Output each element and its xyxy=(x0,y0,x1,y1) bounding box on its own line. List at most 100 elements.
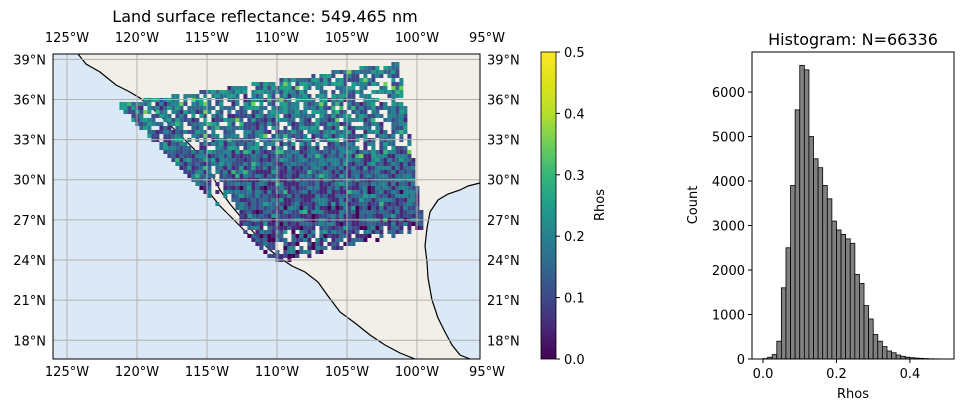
swath-cell xyxy=(263,98,268,102)
swath-cell xyxy=(383,182,388,186)
swath-cell xyxy=(287,110,292,114)
swath-cell xyxy=(251,82,256,86)
swath-cell xyxy=(243,122,248,126)
swath-cell xyxy=(287,250,292,254)
swath-cell xyxy=(183,118,188,122)
swath-cell xyxy=(287,182,292,186)
swath-cell xyxy=(227,142,232,146)
swath-cell xyxy=(287,142,292,146)
swath-cell xyxy=(235,158,240,162)
map-ytick-right: 39°N xyxy=(487,53,520,68)
swath-cell xyxy=(191,98,196,102)
swath-cell xyxy=(307,150,312,154)
swath-cell xyxy=(203,130,208,134)
swath-cell xyxy=(311,130,316,134)
swath-cell xyxy=(291,190,296,194)
swath-cell xyxy=(271,202,276,206)
histogram-ytick-label: 5000 xyxy=(712,131,745,146)
swath-cell xyxy=(387,134,392,138)
swath-cell xyxy=(371,110,376,114)
histogram-bar xyxy=(895,354,902,360)
swath-cell xyxy=(223,174,228,178)
swath-cell xyxy=(347,190,352,194)
swath-cell xyxy=(395,102,400,106)
swath-cell xyxy=(267,214,272,218)
swath-cell xyxy=(271,254,276,258)
swath-cell xyxy=(355,82,360,86)
map-xtick-bottom: 115°W xyxy=(185,365,229,380)
swath-cell xyxy=(247,106,252,110)
swath-cell xyxy=(323,234,328,238)
swath-cell xyxy=(323,190,328,194)
swath-cell xyxy=(375,230,380,234)
swath-cell xyxy=(391,234,396,238)
swath-cell xyxy=(315,190,320,194)
swath-cell xyxy=(307,130,312,134)
map-tick-labels: 125°W125°W120°W120°W115°W115°W110°W110°W… xyxy=(13,31,520,380)
swath-cell xyxy=(279,94,284,98)
swath-cell xyxy=(299,114,304,118)
swath-cell xyxy=(295,182,300,186)
swath-cell xyxy=(363,126,368,130)
swath-cell xyxy=(303,170,308,174)
swath-cell xyxy=(319,130,324,134)
map-panel: Land surface reflectance: 549.465 nm 125… xyxy=(13,7,520,380)
swath-cell xyxy=(263,182,268,186)
swath-cell xyxy=(255,154,260,158)
swath-cell xyxy=(247,134,252,138)
swath-cell xyxy=(403,166,408,170)
swath-cell xyxy=(391,226,396,230)
swath-cell xyxy=(259,194,264,198)
swath-cell xyxy=(199,130,204,134)
swath-cell xyxy=(323,130,328,134)
swath-cell xyxy=(167,106,172,110)
swath-cell xyxy=(123,110,128,114)
swath-cell xyxy=(331,90,336,94)
swath-cell xyxy=(379,190,384,194)
swath-cell xyxy=(327,234,332,238)
swath-cell xyxy=(323,170,328,174)
map-ytick-right: 36°N xyxy=(487,93,520,108)
swath-cell xyxy=(243,110,248,114)
swath-cell xyxy=(263,106,268,110)
swath-cell xyxy=(239,186,244,190)
swath-cell xyxy=(283,118,288,122)
swath-cell xyxy=(283,130,288,134)
swath-cell xyxy=(267,222,272,226)
map-xtick-bottom: 110°W xyxy=(255,365,299,380)
map-xtick-bottom: 95°W xyxy=(469,365,505,380)
swath-cell xyxy=(347,126,352,130)
swath-cell xyxy=(235,110,240,114)
map-xtick-bottom: 100°W xyxy=(395,365,439,380)
swath-cell xyxy=(363,134,368,138)
swath-cell xyxy=(395,82,400,86)
swath-cell xyxy=(335,174,340,178)
swath-cell xyxy=(343,70,348,74)
swath-cell xyxy=(323,238,328,242)
swath-cell xyxy=(355,158,360,162)
swath-cell xyxy=(303,126,308,130)
swath-cell xyxy=(251,214,256,218)
swath-cell xyxy=(203,150,208,154)
swath-cell xyxy=(263,134,268,138)
swath-cell xyxy=(335,126,340,130)
swath-cell xyxy=(271,214,276,218)
swath-cell xyxy=(399,86,404,90)
swath-cell xyxy=(239,162,244,166)
swath-cell xyxy=(243,170,248,174)
swath-cell xyxy=(307,194,312,198)
swath-cell xyxy=(139,114,144,118)
swath-cell xyxy=(223,126,228,130)
swath-cell xyxy=(315,134,320,138)
swath-cell xyxy=(251,98,256,102)
swath-cell xyxy=(259,206,264,210)
swath-cell xyxy=(371,114,376,118)
swath-cell xyxy=(283,150,288,154)
swath-cell xyxy=(395,206,400,210)
swath-cell xyxy=(279,174,284,178)
swath-cell xyxy=(259,166,264,170)
swath-cell xyxy=(403,194,408,198)
swath-cell xyxy=(311,154,316,158)
swath-cell xyxy=(315,194,320,198)
swath-cell xyxy=(363,110,368,114)
